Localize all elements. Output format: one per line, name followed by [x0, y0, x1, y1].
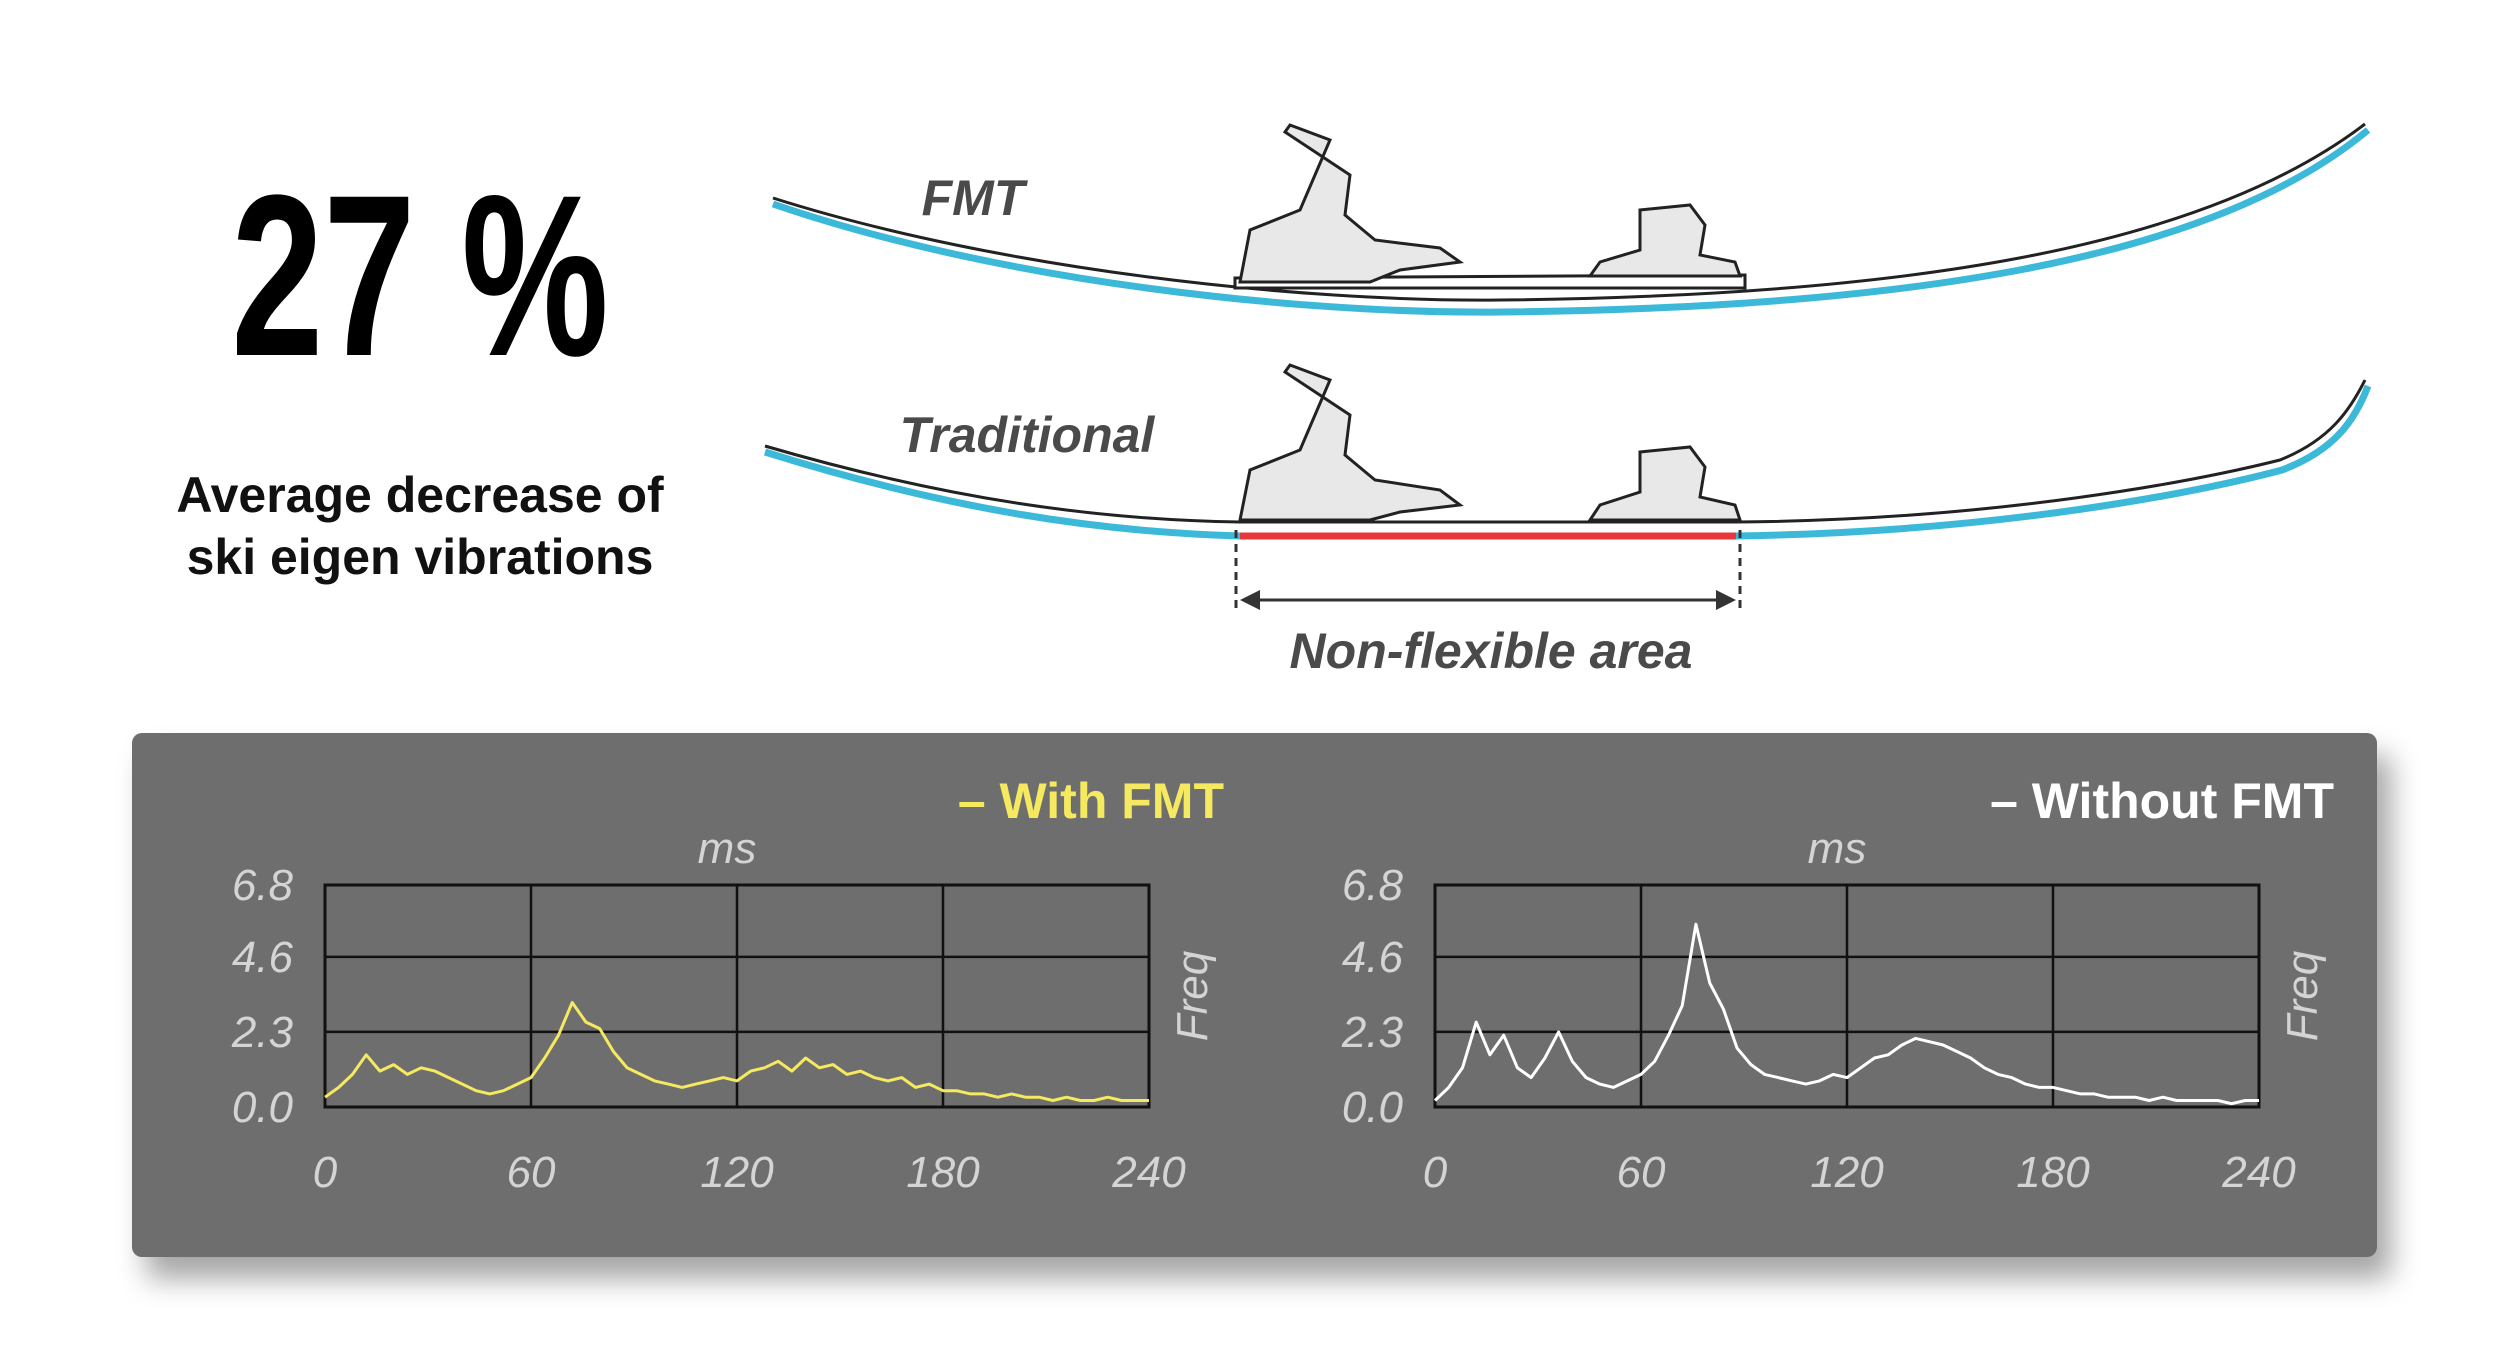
caption-line: ski eigen vibrations — [187, 529, 654, 585]
x-tick-label: 120 — [700, 1148, 774, 1197]
x-tick-label: 180 — [906, 1148, 980, 1197]
data-line — [1433, 922, 2259, 1106]
chart-panel — [132, 733, 2377, 1257]
legend-label: – With FMT — [958, 773, 1224, 829]
y-tick-label: 2.3 — [231, 1008, 294, 1057]
y-tick-label: 4.6 — [232, 933, 294, 982]
x-tick-label: 120 — [1810, 1148, 1884, 1197]
y-tick-label: 0.0 — [232, 1083, 294, 1132]
area-label: Non-flexible area — [1290, 623, 1693, 679]
x-axis-label: ms — [1808, 824, 1867, 873]
x-axis-label: ms — [698, 824, 757, 873]
caption-line: Average decrease of — [176, 467, 664, 523]
x-tick-label: 0 — [313, 1148, 338, 1197]
x-tick-label: 60 — [507, 1148, 556, 1197]
y-axis-label: Freq — [2278, 950, 2327, 1041]
y-tick-label: 6.8 — [1342, 861, 1404, 910]
y-tick-label: 6.8 — [232, 861, 294, 910]
headline: 27 % — [231, 148, 608, 404]
data-line — [324, 1001, 1149, 1102]
y-tick-label: 4.6 — [1342, 933, 1404, 982]
x-tick-label: 60 — [1617, 1148, 1666, 1197]
ski-label: Traditional — [900, 407, 1156, 463]
y-tick-label: 2.3 — [1341, 1008, 1404, 1057]
y-axis-label: Freq — [1168, 950, 1217, 1041]
y-tick-label: 0.0 — [1342, 1083, 1404, 1132]
x-tick-label: 0 — [1423, 1148, 1448, 1197]
x-tick-label: 240 — [1111, 1148, 1186, 1197]
x-tick-label: 180 — [2016, 1148, 2090, 1197]
charts: 0.0 2.3 4.6 6.8 0 60 120 180 240 ms Freq – With FMT… — [231, 773, 2334, 1197]
bindings — [1238, 123, 1743, 522]
traditional-ski — [763, 379, 2372, 610]
legend-label: – Without FMT — [1990, 773, 2334, 829]
x-tick-label: 240 — [2221, 1148, 2296, 1197]
ski-label: FMT — [922, 170, 1029, 226]
